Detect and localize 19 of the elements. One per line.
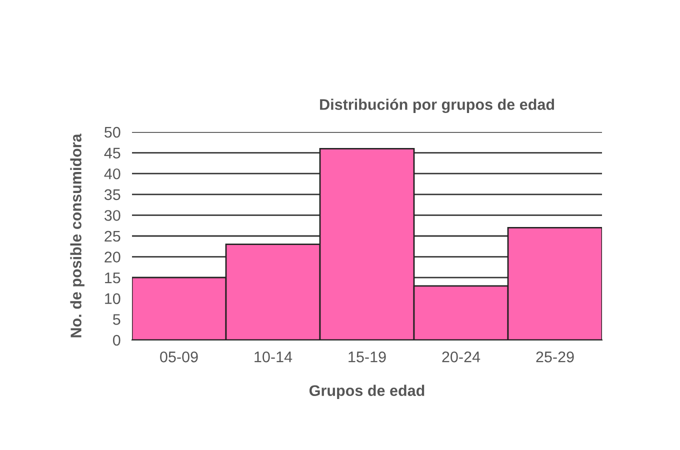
y-tick-label: 40 bbox=[104, 168, 120, 180]
x-tick-label: 05-09 bbox=[160, 352, 198, 362]
x-tick-label: 10-14 bbox=[254, 352, 292, 362]
y-tick-label: 15 bbox=[105, 272, 120, 284]
y-tick-label: 25 bbox=[104, 230, 120, 242]
x-tick-label: 15-19 bbox=[348, 352, 386, 362]
y-tick-label: 5 bbox=[113, 314, 120, 325]
y-tick-label: 45 bbox=[104, 148, 120, 158]
y-axis-title: No. de posible consumidora bbox=[70, 134, 84, 338]
x-axis-title: Grupos de edad bbox=[309, 384, 424, 400]
y-tick-label: 50 bbox=[104, 126, 120, 138]
y-tick-label: 35 bbox=[104, 189, 120, 200]
y-tick-label: 10 bbox=[105, 293, 120, 304]
y-tick-label: 30 bbox=[104, 210, 120, 221]
y-tick-label: 0 bbox=[112, 334, 120, 346]
chart-title: Distribución por grupos de edad bbox=[320, 98, 554, 114]
x-tick-label: 25-29 bbox=[536, 352, 574, 362]
y-tick-label: 20 bbox=[104, 252, 120, 262]
x-tick-label: 20-24 bbox=[442, 352, 480, 362]
